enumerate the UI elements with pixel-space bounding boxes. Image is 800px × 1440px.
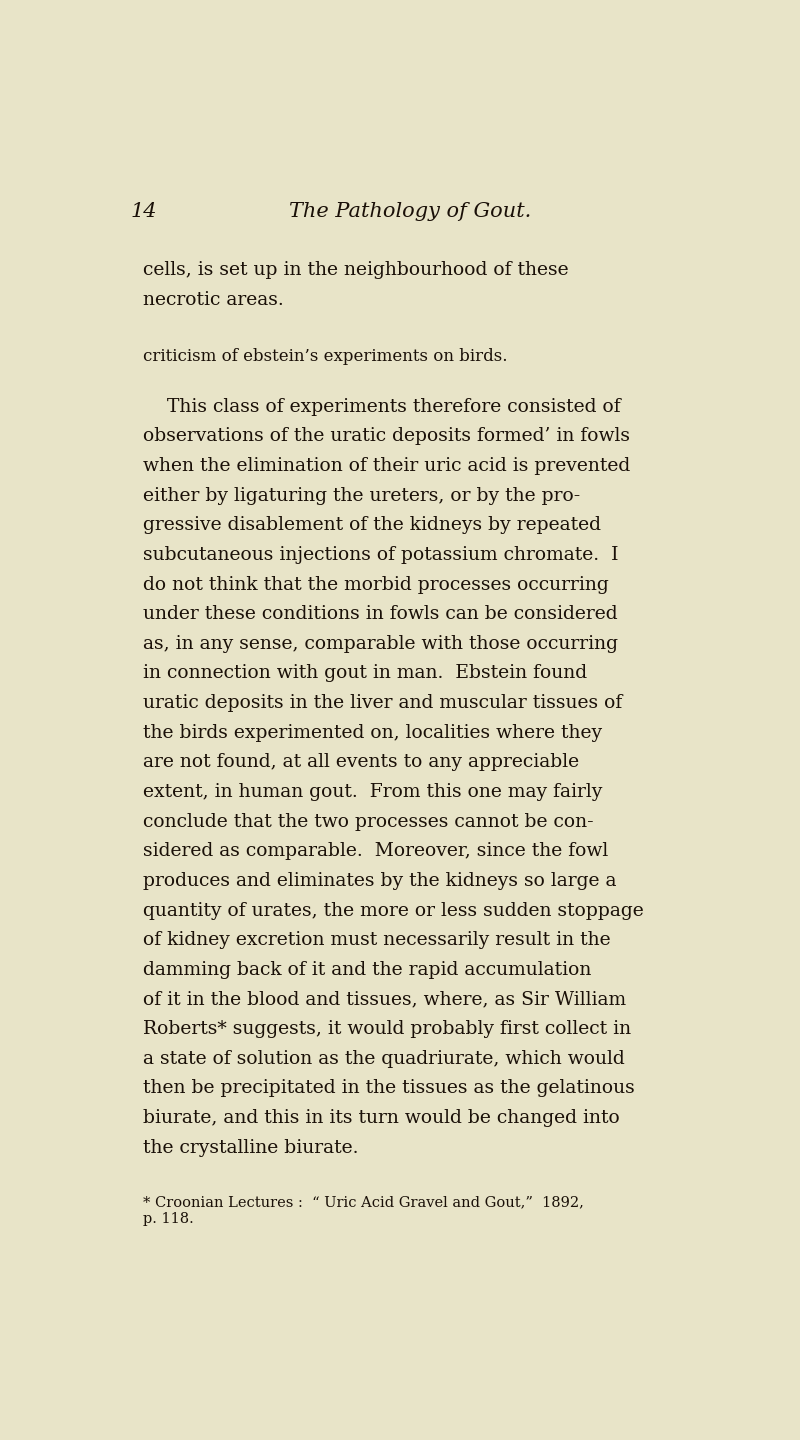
Text: as, in any sense, comparable with those occurring: as, in any sense, comparable with those … bbox=[143, 635, 618, 652]
Text: of kidney excretion must necessarily result in the: of kidney excretion must necessarily res… bbox=[143, 932, 611, 949]
Text: biurate, and this in its turn would be changed into: biurate, and this in its turn would be c… bbox=[143, 1109, 620, 1128]
Text: produces and eliminates by the kidneys so large a: produces and eliminates by the kidneys s… bbox=[143, 873, 617, 890]
Text: The Pathology of Gout.: The Pathology of Gout. bbox=[289, 202, 531, 222]
Text: damming back of it and the rapid accumulation: damming back of it and the rapid accumul… bbox=[143, 960, 592, 979]
Text: conclude that the two processes cannot be con-: conclude that the two processes cannot b… bbox=[143, 812, 594, 831]
Text: uratic deposits in the liver and muscular tissues of: uratic deposits in the liver and muscula… bbox=[143, 694, 622, 713]
Text: criticism of ebstein’s experiments on birds.: criticism of ebstein’s experiments on bi… bbox=[143, 348, 508, 366]
Text: subcutaneous injections of potassium chromate.  I: subcutaneous injections of potassium chr… bbox=[143, 546, 619, 564]
Text: This class of experiments therefore consisted of: This class of experiments therefore cons… bbox=[143, 397, 621, 416]
Text: are not found, at all events to any appreciable: are not found, at all events to any appr… bbox=[143, 753, 579, 772]
Text: sidered as comparable.  Moreover, since the fowl: sidered as comparable. Moreover, since t… bbox=[143, 842, 609, 860]
Text: the birds experimented on, localities where they: the birds experimented on, localities wh… bbox=[143, 724, 602, 742]
Text: gressive disablement of the kidneys by repeated: gressive disablement of the kidneys by r… bbox=[143, 516, 602, 534]
Text: when the elimination of their uric acid is prevented: when the elimination of their uric acid … bbox=[143, 456, 630, 475]
Text: extent, in human gout.  From this one may fairly: extent, in human gout. From this one may… bbox=[143, 783, 602, 801]
Text: then be precipitated in the tissues as the gelatinous: then be precipitated in the tissues as t… bbox=[143, 1080, 635, 1097]
Text: necrotic areas.: necrotic areas. bbox=[143, 291, 284, 308]
Text: do not think that the morbid processes occurring: do not think that the morbid processes o… bbox=[143, 576, 609, 593]
Text: Roberts* suggests, it would probably first collect in: Roberts* suggests, it would probably fir… bbox=[143, 1020, 631, 1038]
Text: observations of the uratic deposits formed’ in fowls: observations of the uratic deposits form… bbox=[143, 428, 630, 445]
Text: * Croonian Lectures :  “ Uric Acid Gravel and Gout,”  1892,: * Croonian Lectures : “ Uric Acid Gravel… bbox=[143, 1195, 584, 1210]
Text: in connection with gout in man.  Ebstein found: in connection with gout in man. Ebstein … bbox=[143, 664, 587, 683]
Text: quantity of urates, the more or less sudden stoppage: quantity of urates, the more or less sud… bbox=[143, 901, 644, 920]
Text: 14: 14 bbox=[131, 202, 158, 222]
Text: a state of solution as the quadriurate, which would: a state of solution as the quadriurate, … bbox=[143, 1050, 625, 1068]
Text: the crystalline biurate.: the crystalline biurate. bbox=[143, 1139, 359, 1156]
Text: under these conditions in fowls can be considered: under these conditions in fowls can be c… bbox=[143, 605, 618, 624]
Text: of it in the blood and tissues, where, as Sir William: of it in the blood and tissues, where, a… bbox=[143, 991, 626, 1008]
Text: p. 118.: p. 118. bbox=[143, 1212, 194, 1227]
Text: either by ligaturing the ureters, or by the pro-: either by ligaturing the ureters, or by … bbox=[143, 487, 581, 504]
Text: cells, is set up in the neighbourhood of these: cells, is set up in the neighbourhood of… bbox=[143, 261, 569, 279]
